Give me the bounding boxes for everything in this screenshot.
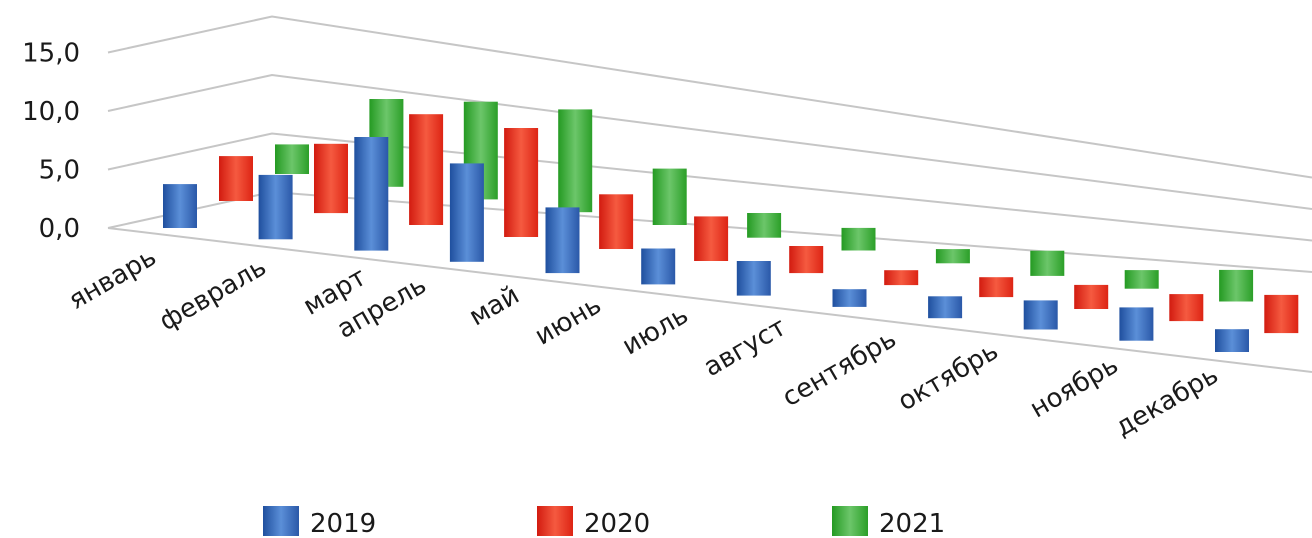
legend: 2019 2020 2021 (263, 506, 945, 538)
bar-2020-март (409, 114, 444, 225)
bar-2021-апрель (558, 109, 593, 213)
x-category-label: декабрь (1110, 360, 1223, 443)
bar-2021-октябрь (1124, 270, 1159, 289)
x-category-label: ноябрь (1025, 350, 1124, 424)
bar-2019-март (354, 137, 389, 251)
bar-2020-ноябрь (1169, 294, 1204, 322)
legend-label: 2020 (584, 509, 650, 538)
bar-2021-ноябрь (1219, 269, 1254, 302)
y-axis-tick-labels: 0,0 5,0 10,0 15,0 (22, 39, 80, 245)
bar-2020-октябрь (1074, 284, 1109, 309)
bar-2019-ноябрь (1119, 307, 1154, 341)
bar-2019-январь (163, 184, 197, 228)
bar-2019-май (545, 207, 580, 274)
bar-2021-май (652, 168, 687, 225)
gridline (107, 15, 1312, 179)
bars (163, 99, 1299, 352)
bar-2021-август (935, 249, 970, 264)
y-tick-label: 0,0 (39, 214, 80, 244)
legend-label: 2019 (310, 509, 376, 538)
y-tick-label: 5,0 (39, 156, 80, 186)
x-category-label: июнь (530, 290, 607, 352)
legend-swatch-2021 (832, 506, 868, 536)
bar-2019-июль (736, 261, 771, 296)
legend-swatch-2020 (537, 506, 573, 536)
bar-2019-февраль (258, 174, 293, 240)
gridline (107, 73, 1312, 210)
legend-swatch-2019 (263, 506, 299, 536)
bar-2020-июль (789, 246, 824, 274)
bar-2020-сентябрь (979, 277, 1014, 298)
bar-2019-декабрь (1215, 329, 1249, 352)
bar-2020-декабрь (1264, 294, 1299, 334)
bar-2020-январь (219, 156, 253, 201)
x-category-label: май (464, 280, 524, 332)
bar-2020-апрель (504, 128, 539, 237)
bar-2020-февраль (314, 143, 348, 214)
gridlines (107, 15, 1312, 373)
x-category-label: июль (617, 300, 693, 361)
y-tick-label: 15,0 (22, 39, 80, 69)
bar-2019-апрель (449, 163, 484, 262)
bar-2021-январь (275, 144, 309, 174)
x-category-label: февраль (154, 252, 271, 337)
floor-front-edge (107, 227, 1312, 373)
x-category-label: сентябрь (777, 324, 901, 413)
bar-2019-октябрь (1023, 300, 1058, 330)
x-category-label: август (699, 312, 792, 383)
bar-2021-июнь (747, 213, 782, 238)
x-category-label: октябрь (893, 336, 1003, 417)
bar-2020-август (884, 270, 919, 286)
bar-2020-май (599, 194, 634, 249)
y-tick-label: 10,0 (22, 97, 80, 127)
legend-label: 2021 (879, 509, 945, 538)
bar-2021-июль (841, 227, 876, 251)
bar-2019-июнь (641, 248, 676, 285)
bar-2020-июнь (694, 216, 729, 261)
gridline (107, 132, 1312, 242)
bar-2019-сентябрь (928, 296, 963, 319)
bar-2021-сентябрь (1030, 250, 1065, 276)
x-category-label: январь (64, 242, 162, 316)
bar-2019-август (832, 289, 867, 307)
